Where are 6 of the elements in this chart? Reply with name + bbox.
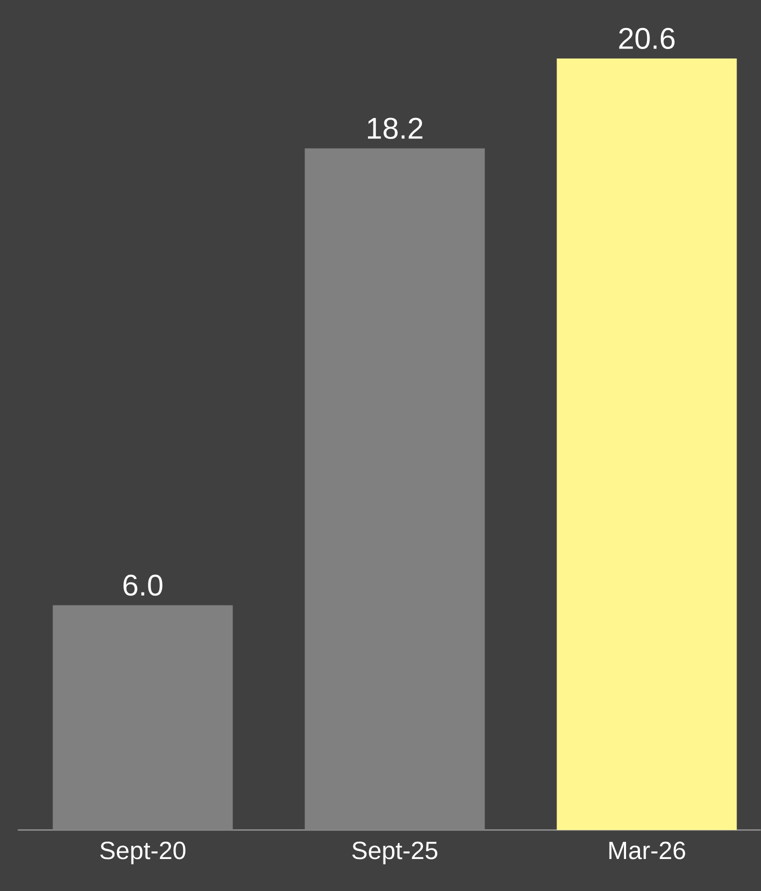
- x-tick-label: Sept-25: [352, 842, 438, 864]
- data-label: 6.0: [123, 574, 162, 596]
- x-tick-label: Mar-26: [609, 842, 685, 860]
- x-tick-label: Sept-20: [100, 842, 186, 864]
- data-label: 20.6: [619, 28, 674, 50]
- data-label: 18.2: [368, 118, 422, 139]
